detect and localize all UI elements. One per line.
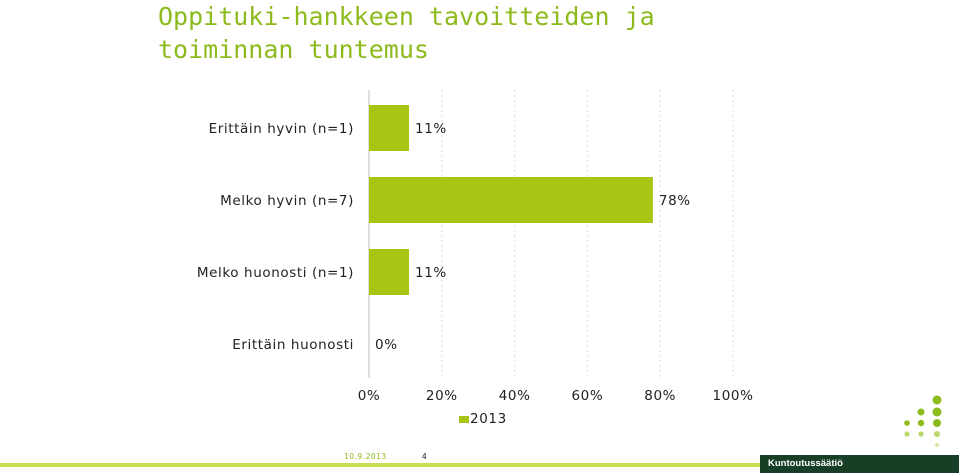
- title-line-1: Oppituki-hankkeen tavoitteiden ja: [158, 2, 655, 31]
- data-label: 78%: [659, 193, 691, 209]
- page-number: 4: [422, 452, 427, 461]
- page-title: Oppituki-hankkeen tavoitteiden ja toimin…: [158, 0, 655, 66]
- kuntoutussaatio-logo-icon: [904, 395, 942, 447]
- legend: 2013: [459, 411, 507, 427]
- x-tick-label: 80%: [644, 388, 676, 404]
- category-label: Melko hyvin (n=7): [220, 193, 354, 209]
- footer-bar: [0, 463, 760, 467]
- brand-label: Kuntoutussäätiö: [760, 455, 959, 473]
- data-label: 11%: [415, 265, 447, 281]
- title-line-2: toiminnan tuntemus: [158, 35, 429, 64]
- x-tick-label: 20%: [426, 388, 458, 404]
- x-tick-label: 100%: [713, 388, 754, 404]
- footer-date: 10.9.2013: [344, 452, 387, 461]
- x-tick-label: 0%: [358, 388, 381, 404]
- category-label: Melko huonosti (n=1): [197, 265, 354, 281]
- data-label: 11%: [415, 121, 447, 137]
- x-tick-label: 60%: [571, 388, 603, 404]
- bar: [369, 105, 410, 151]
- data-label: 0%: [375, 337, 398, 353]
- legend-swatch: [459, 415, 469, 423]
- legend-label: 2013: [470, 411, 507, 427]
- category-label: Erittäin hyvin (n=1): [209, 121, 354, 137]
- bar: [369, 177, 653, 223]
- bar: [369, 249, 410, 295]
- category-label: Erittäin huonosti: [232, 337, 354, 353]
- x-tick-label: 40%: [499, 388, 531, 404]
- bar-chart: Erittäin hyvin (n=1) 11% Melko hyvin (n=7)…: [197, 90, 754, 404]
